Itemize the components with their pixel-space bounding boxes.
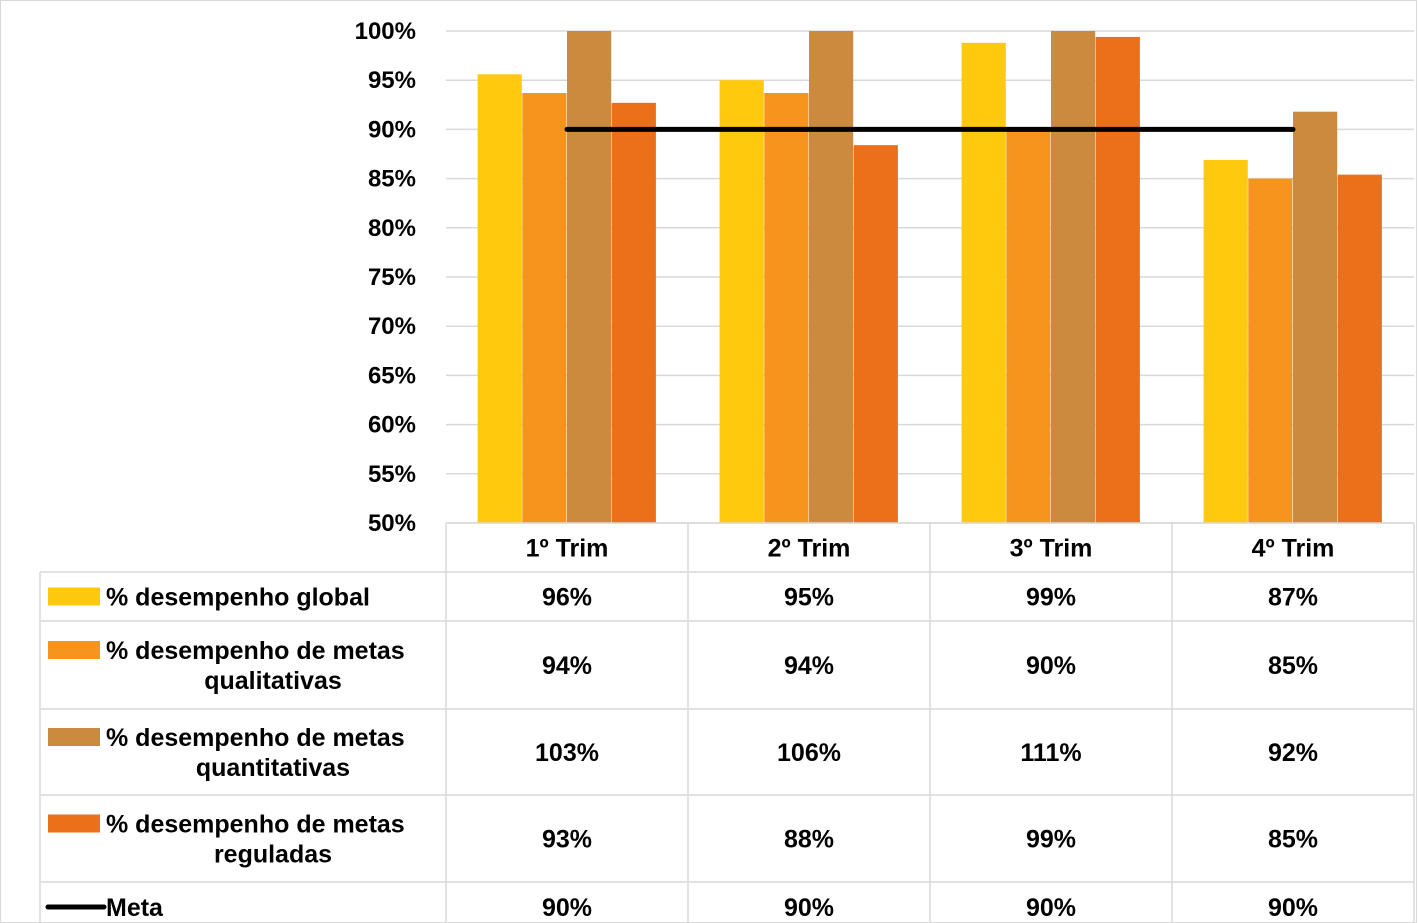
data-table-cell: 103%: [535, 739, 599, 767]
data-table: 1º Trim 2º Trim 3º Trim 4º Trim % desempenho…: [39, 522, 1415, 923]
data-table-cell: 111%: [1020, 739, 1081, 767]
data-table-cell: 87%: [1268, 584, 1318, 612]
y-tick-label: 65%: [368, 362, 416, 389]
legend-key-series-3: [48, 814, 100, 833]
bar-series-1-0: [522, 92, 567, 523]
data-table-cell: 95%: [784, 584, 834, 612]
data-table-cell: 94%: [542, 652, 592, 680]
bar-series-2-2: [1051, 31, 1096, 523]
bar-series-0-3: [1203, 159, 1248, 524]
legend-key-series-1: [48, 641, 100, 659]
legend-label: reguladas: [214, 841, 332, 869]
data-table-cell: 99%: [1026, 826, 1076, 854]
legend-label: % desempenho global: [106, 584, 370, 612]
data-table-cell: 92%: [1268, 739, 1318, 767]
bar-series-1-2: [1006, 131, 1051, 524]
legend-label: % desempenho de metas: [106, 724, 405, 752]
y-tick-label: 95%: [368, 67, 416, 94]
bar-series-0-1: [719, 80, 764, 523]
y-tick-label: 50%: [368, 510, 416, 537]
bar-series-2-0: [567, 31, 612, 523]
bar-series-0-0: [477, 74, 522, 524]
legend-label: % desempenho de metas: [106, 637, 405, 665]
bar-series-0-2: [961, 42, 1006, 524]
data-table-cell: 93%: [542, 826, 592, 854]
data-table-cell: 90%: [542, 894, 592, 922]
category-label: 4º Trim: [1252, 535, 1335, 563]
bar-series-2-1: [809, 31, 854, 523]
data-table-cell: 90%: [1026, 894, 1076, 922]
data-table-cell: 85%: [1268, 652, 1318, 680]
y-tick-label: 55%: [368, 461, 416, 488]
bar-series-3-1: [853, 145, 898, 524]
data-table-cell: 90%: [784, 894, 834, 922]
data-table-cell: 96%: [542, 584, 592, 612]
y-tick-label: 75%: [368, 264, 416, 291]
legend-key-series-2: [48, 728, 100, 746]
bar-series-3-0: [611, 102, 656, 523]
data-table-cell: 90%: [1268, 894, 1318, 922]
legend-label: qualitativas: [204, 667, 342, 695]
bar-series-1-1: [764, 92, 809, 523]
data-table-cell: 88%: [784, 826, 834, 854]
data-table-cell: 90%: [1026, 652, 1076, 680]
y-tick-label: 90%: [368, 116, 416, 143]
legend-key-series-0: [48, 587, 100, 606]
bars: [477, 31, 1382, 524]
y-tick-label: 70%: [368, 313, 416, 340]
category-label: 3º Trim: [1010, 535, 1093, 563]
legend-label: % desempenho de metas: [106, 811, 405, 839]
bar-series-2-3: [1293, 111, 1338, 524]
bar-series-3-3: [1337, 174, 1382, 523]
data-table-cell: 106%: [777, 739, 841, 767]
bar-series-1-3: [1248, 178, 1293, 523]
data-table-cell: 94%: [784, 652, 834, 680]
y-axis-tick-labels: 50% 55% 60% 65% 70% 75% 80% 85% 90% 95% 100%: [355, 18, 416, 537]
bar-series-3-2: [1095, 36, 1140, 524]
category-label: 1º Trim: [526, 535, 609, 563]
data-table-cell: 85%: [1268, 826, 1318, 854]
legend-label: Meta: [106, 894, 164, 922]
y-tick-label: 80%: [368, 215, 416, 242]
y-tick-label: 100%: [355, 18, 416, 45]
y-tick-label: 85%: [368, 166, 416, 193]
data-table-cell: 99%: [1026, 584, 1076, 612]
y-tick-label: 60%: [368, 412, 416, 439]
legend-label: quantitativas: [196, 754, 350, 782]
category-label: 2º Trim: [768, 535, 851, 563]
